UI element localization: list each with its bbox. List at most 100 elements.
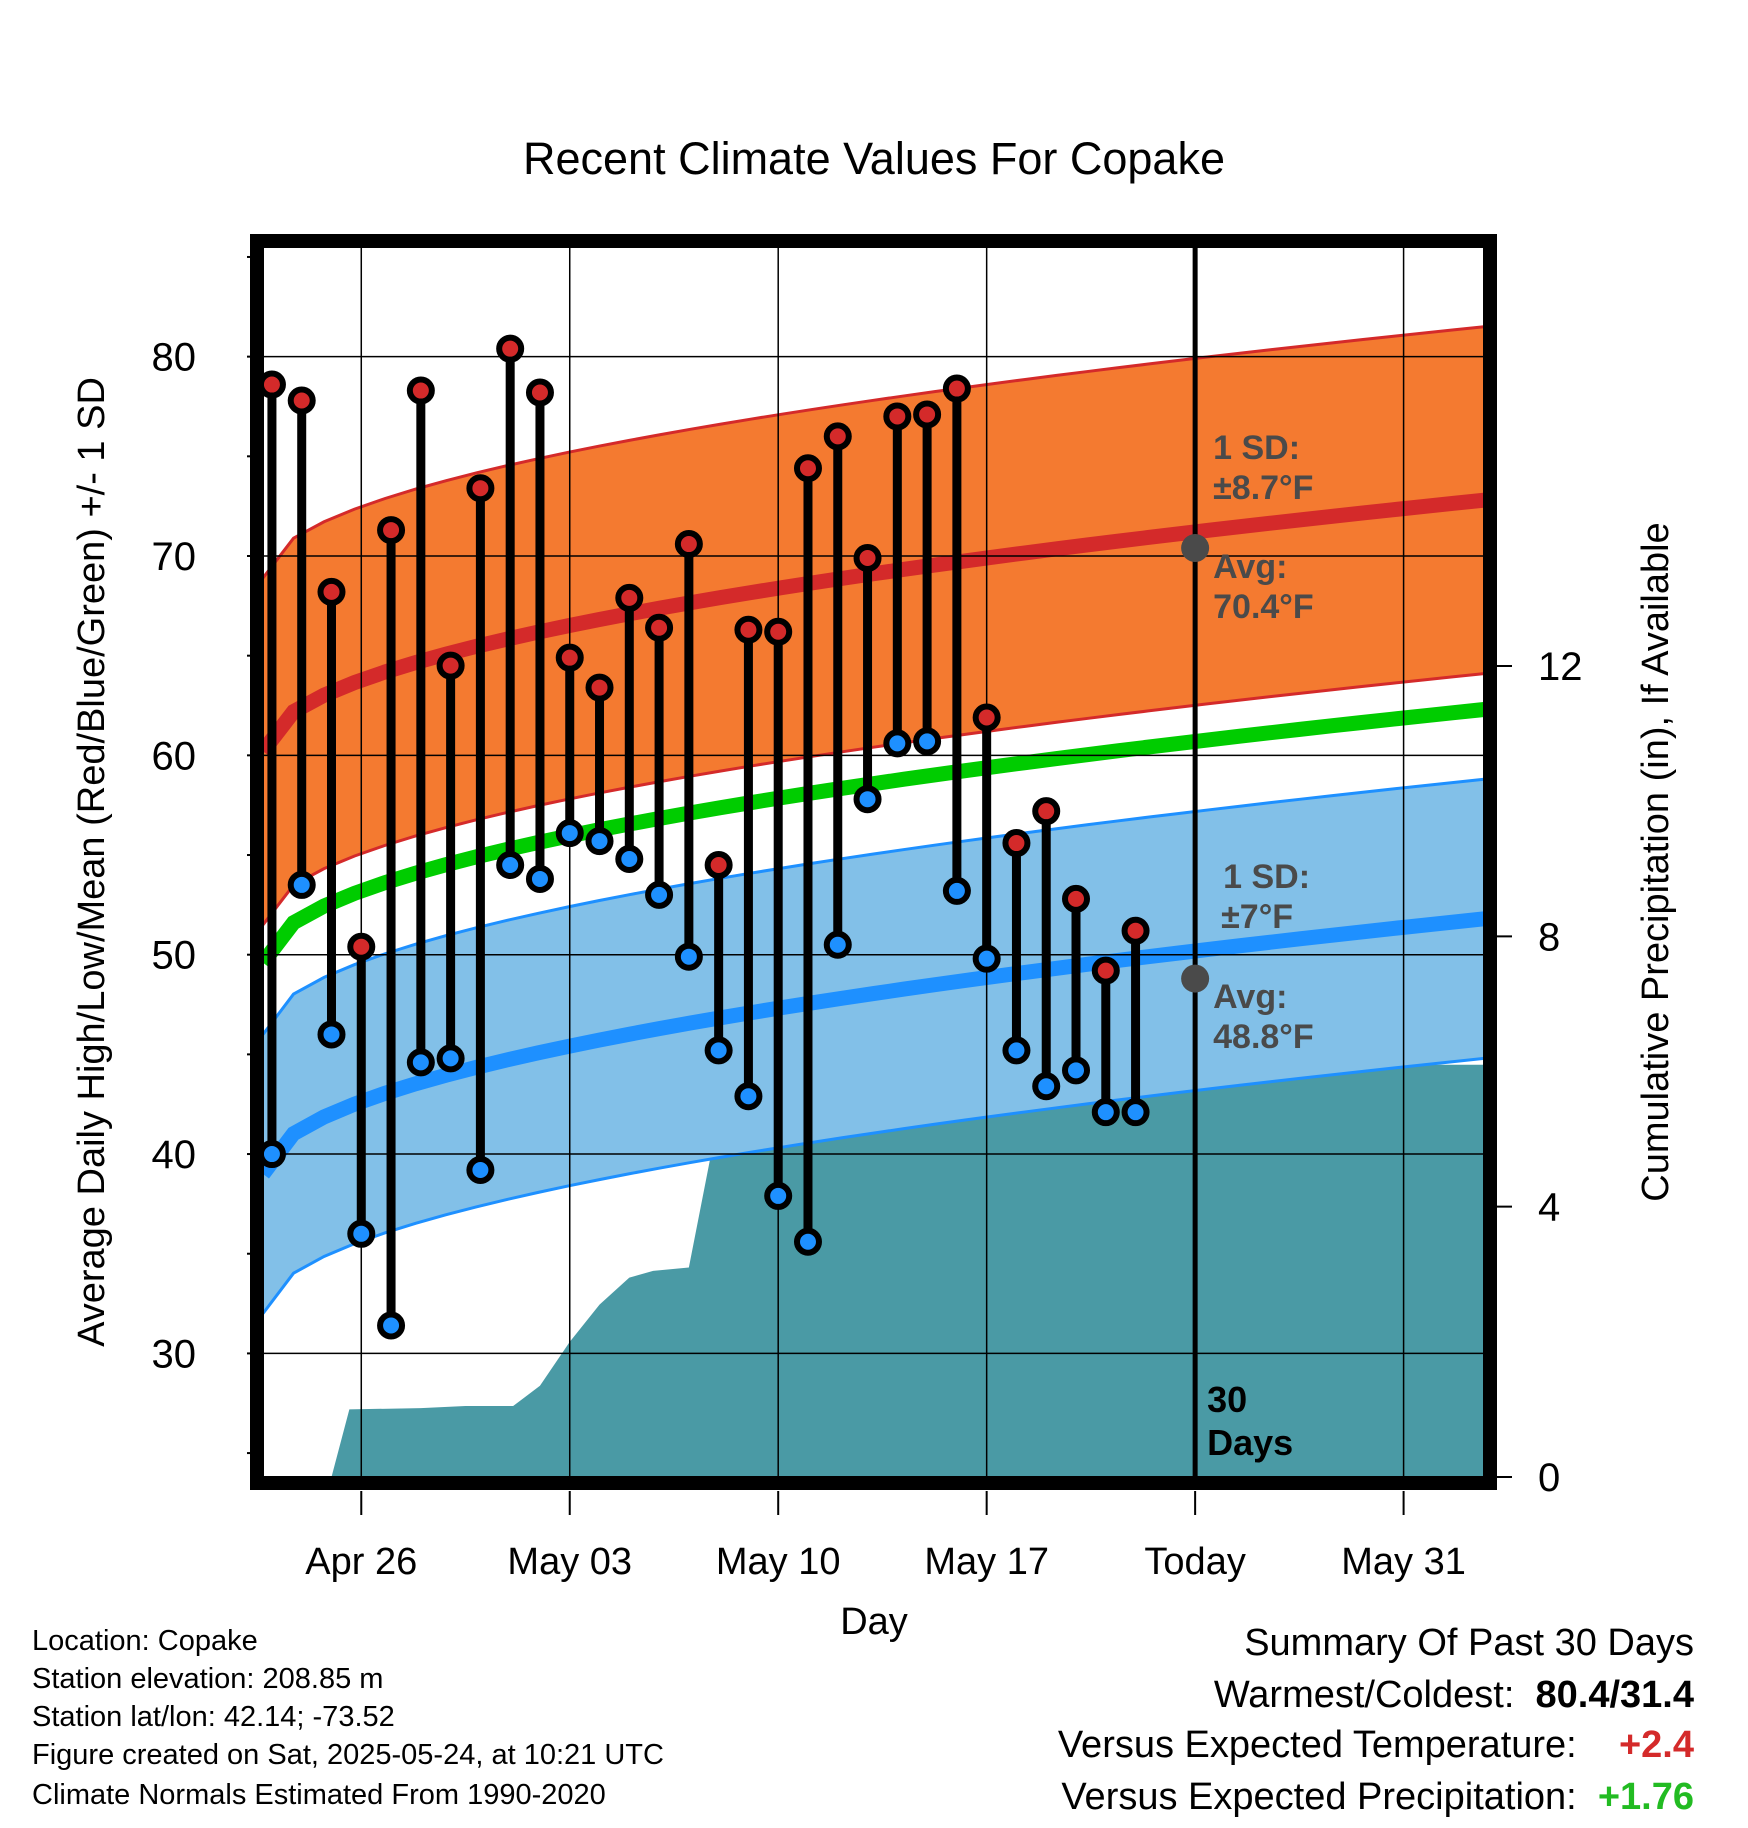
daily-high-point [645,613,674,642]
daily-low-point [1121,1098,1150,1127]
daily-low-point [793,1227,822,1256]
daily-low-point [436,1044,465,1073]
today-days-word: Days [1207,1422,1293,1463]
daily-high-point [942,374,971,403]
daily-high-point [585,673,614,702]
axes-layer: 30 40 50 60 70 80 0 4 8 12 Apr 26 May 03 May 10 May 1… [152,234,1583,1583]
y-axis-label: Average Daily High/Low/Mean (Red/Blue/Gr… [71,377,113,1347]
daily-high-point [972,703,1001,732]
low-avg-marker [1181,964,1210,993]
daily-high-point [913,400,942,429]
daily-high-point [287,386,316,415]
x-tick-label: May 31 [1341,1541,1466,1583]
daily-high-point [1062,884,1091,913]
daily-values-layer [257,334,1150,1340]
x-tick-label: Today [1144,1541,1245,1583]
precip-layer [263,1064,1484,1477]
y-tick-label: 50 [152,934,197,978]
x-tick-label: May 10 [716,1541,841,1583]
low-normal-band-upper-edge [261,777,1485,1036]
info-created: Figure created on Sat, 2025-05-24, at 10… [32,1739,664,1771]
y2-tick-label: 0 [1538,1456,1560,1500]
daily-low-point [257,1140,286,1169]
chart-title: Recent Climate Values For Copake [523,133,1225,184]
low-normal-band [263,779,1484,1314]
daily-high-point [823,422,852,451]
info-latlon: Station lat/lon: 42.14; -73.52 [32,1701,395,1733]
daily-low-point [645,880,674,909]
daily-low-point [287,870,316,899]
precip-area [263,1064,1484,1477]
low-avg-value: 48.8°F [1213,1018,1314,1056]
high-avg-marker [1181,534,1210,563]
daily-high-point [704,850,733,879]
daily-high-point [1002,829,1031,858]
daily-low-point [317,1020,346,1049]
daily-low-point [883,729,912,758]
y2-tick-label: 4 [1538,1186,1560,1230]
low-normal-mean-line [257,911,1485,1179]
high-avg-label: Avg: [1213,548,1287,586]
x-tick-label: May 17 [924,1541,1049,1583]
daily-high-point [883,402,912,431]
daily-high-point [466,474,495,503]
y2-tick-label: 8 [1538,915,1560,959]
daily-low-point [853,785,882,814]
y-tick-label: 80 [152,336,197,380]
info-location: Location: Copake [32,1625,258,1657]
summary-warm-cold-value: 80.4/31.4 [1535,1674,1694,1716]
low-sd-label: 1 SD: [1223,858,1310,896]
daily-high-point [615,583,644,612]
high-avg-value: 70.4°F [1213,588,1314,626]
daily-low-point [406,1048,435,1077]
daily-high-point [1091,956,1120,985]
high-sd-value: ±8.7°F [1213,469,1313,507]
daily-high-point [555,643,584,672]
daily-low-point [347,1219,376,1248]
daily-low-point [734,1082,763,1111]
daily-low-point [585,827,614,856]
low-sd-value: ±7°F [1221,898,1293,936]
daily-high-point [853,543,882,572]
daily-high-point [1032,797,1061,826]
y-tick-label: 40 [152,1133,197,1177]
plot-frame [250,234,1497,1490]
daily-high-point [793,454,822,483]
high-sd-label: 1 SD: [1213,429,1300,467]
daily-high-point [674,530,703,559]
x-tick-label: Apr 26 [305,1541,417,1583]
high-normal-band-lower-edge [261,672,1485,926]
high-normal-band-upper-edge [261,325,1485,579]
summary-temp-value: +2.4 [1618,1724,1694,1766]
low-avg-label: Avg: [1213,978,1287,1016]
daily-high-point [406,376,435,405]
summary-precip-value: +1.76 [1597,1776,1694,1818]
daily-low-point [764,1181,793,1210]
summary-precip-label: Versus Expected Precipitation: [1061,1776,1577,1818]
daily-high-point [734,615,763,644]
daily-high-point [496,334,525,363]
low-normal-band-lower-edge [261,1056,1485,1315]
summary-temp-label: Versus Expected Temperature: [1057,1724,1577,1766]
y2-tick-label: 12 [1538,645,1583,689]
daily-low-point [377,1311,406,1340]
daily-low-point [913,727,942,756]
daily-high-point [377,516,406,545]
daily-low-point [704,1036,733,1065]
daily-high-point [1121,916,1150,945]
summary-warm-cold-label: Warmest/Coldest: [1213,1674,1515,1716]
daily-low-point [525,864,554,893]
daily-low-point [1091,1098,1120,1127]
daily-low-point [555,819,584,848]
daily-high-point [347,932,376,961]
summary-temp: Versus Expected Temperature: +2.4 [1058,1724,1694,1767]
daily-low-point [466,1155,495,1184]
summary-precip: Versus Expected Precipitation: +1.76 [1061,1776,1694,1819]
y-tick-label: 30 [152,1332,197,1376]
daily-low-point [496,850,525,879]
daily-low-point [615,845,644,874]
info-normals: Climate Normals Estimated From 1990-2020 [32,1779,606,1811]
daily-high-point [317,577,346,606]
